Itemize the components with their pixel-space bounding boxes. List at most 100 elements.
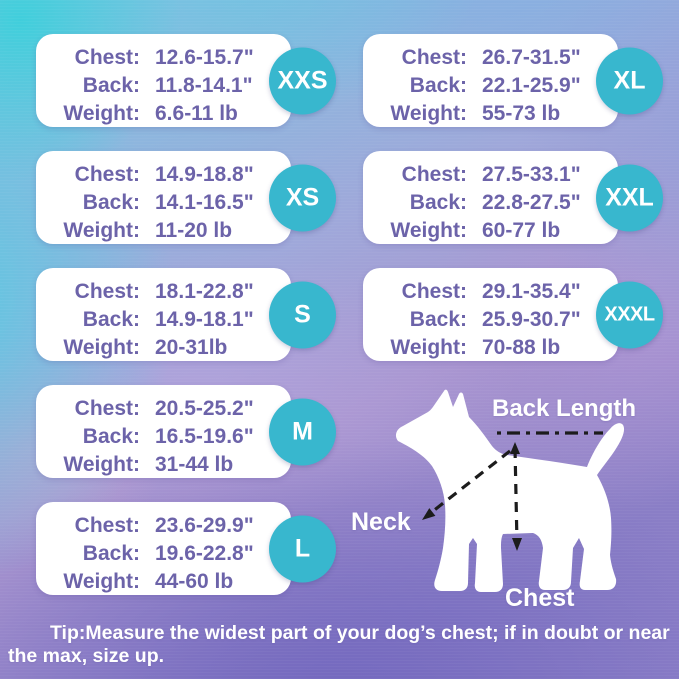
- back-label: Back:: [409, 191, 467, 214]
- dog-measurement-diagram: [340, 385, 679, 615]
- back-label: Back:: [82, 542, 140, 565]
- size-badge-xxs: XXS: [269, 47, 336, 114]
- chest-value: 14.9-18.8": [155, 163, 254, 186]
- back-label: Back:: [82, 425, 140, 448]
- spec-row: Chest: 23.6-29.9": [36, 512, 291, 540]
- chest-value: 26.7-31.5": [482, 46, 581, 69]
- back-label: Back:: [409, 74, 467, 97]
- size-card-s: Chest: 18.1-22.8" Back: 14.9-18.1" Weight:…: [36, 268, 336, 362]
- spec-rows: Chest: 23.6-29.9" Back: 19.6-22.8" Weight:…: [36, 502, 291, 596]
- weight-label: Weight:: [390, 336, 467, 359]
- back-value: 14.9-18.1": [155, 308, 254, 331]
- back-label: Back:: [82, 308, 140, 331]
- neck-arrowhead: [422, 508, 436, 520]
- size-card-xxs: Chest: 12.6-15.7" Back: 11.8-14.1" Weight:…: [36, 34, 336, 128]
- spec-rows: Chest: 27.5-33.1" Back: 22.8-27.5" Weight:…: [363, 151, 618, 245]
- spec-row: Chest: 18.1-22.8": [36, 278, 291, 306]
- back-value: 19.6-22.8": [155, 542, 254, 565]
- tip-line-2: the max, size up.: [8, 644, 165, 667]
- weight-label: Weight:: [63, 570, 140, 593]
- chest-label: Chest:: [74, 280, 140, 303]
- spec-row: Weight: 20-31lb: [36, 334, 291, 362]
- size-card-l: Chest: 23.6-29.9" Back: 19.6-22.8" Weight:…: [36, 502, 336, 596]
- spec-row: Back: 16.5-19.6": [36, 423, 291, 451]
- dog-silhouette: [395, 389, 625, 592]
- weight-value: 11-20 lb: [155, 219, 233, 242]
- spec-row: Weight: 60-77 lb: [363, 217, 618, 245]
- spec-row: Back: 14.9-18.1": [36, 306, 291, 334]
- size-badge-xs: XS: [269, 164, 336, 231]
- spec-row: Back: 14.1-16.5": [36, 189, 291, 217]
- back-label: Back:: [82, 191, 140, 214]
- spec-rows: Chest: 20.5-25.2" Back: 16.5-19.6" Weight:…: [36, 385, 291, 479]
- spec-rows: Chest: 26.7-31.5" Back: 22.1-25.9" Weight:…: [363, 34, 618, 128]
- weight-label: Weight:: [63, 453, 140, 476]
- spec-rows: Chest: 29.1-35.4" Back: 25.9-30.7" Weight:…: [363, 268, 618, 362]
- back-value: 22.1-25.9": [482, 74, 581, 97]
- spec-row: Weight: 55-73 lb: [363, 100, 618, 128]
- back-label: Back:: [409, 308, 467, 331]
- size-badge-xxxl: XXXL: [596, 281, 663, 348]
- weight-value: 31-44 lb: [155, 453, 234, 476]
- size-card-m: Chest: 20.5-25.2" Back: 16.5-19.6" Weight:…: [36, 385, 336, 479]
- weight-value: 70-88 lb: [482, 336, 561, 359]
- chest-arrowhead-up: [510, 442, 520, 454]
- spec-row: Weight: 6.6-11 lb: [36, 100, 291, 128]
- spec-row: Chest: 14.9-18.8": [36, 161, 291, 189]
- spec-row: Back: 22.8-27.5": [363, 189, 618, 217]
- size-card-xxxl: Chest: 29.1-35.4" Back: 25.9-30.7" Weight:…: [363, 268, 663, 362]
- back-label: Back:: [82, 74, 140, 97]
- dog-silhouette-graphic: [395, 389, 625, 592]
- chest-label: Chest:: [74, 163, 140, 186]
- chest-value: 29.1-35.4": [482, 280, 581, 303]
- back-value: 16.5-19.6": [155, 425, 254, 448]
- weight-label: Weight:: [390, 219, 467, 242]
- chest-value: 20.5-25.2": [155, 397, 254, 420]
- spec-rows: Chest: 12.6-15.7" Back: 11.8-14.1" Weight:…: [36, 34, 291, 128]
- weight-label: Weight:: [390, 102, 467, 125]
- weight-value: 44-60 lb: [155, 570, 234, 593]
- weight-value: 20-31lb: [155, 336, 228, 359]
- tip-line-1: Tip:Measure the widest part of your dog’…: [50, 622, 670, 644]
- spec-row: Back: 22.1-25.9": [363, 72, 618, 100]
- neck-line: [427, 449, 511, 517]
- spec-row: Back: 25.9-30.7": [363, 306, 618, 334]
- spec-rows: Chest: 18.1-22.8" Back: 14.9-18.1" Weight:…: [36, 268, 291, 362]
- chest-label: Chest:: [401, 46, 467, 69]
- back-length-annotation: Back Length: [492, 395, 637, 422]
- spec-row: Chest: 20.5-25.2": [36, 395, 291, 423]
- spec-row: Weight: 44-60 lb: [36, 568, 291, 596]
- size-badge-m: M: [269, 398, 336, 465]
- size-badge-xl: XL: [596, 47, 663, 114]
- size-card-xs: Chest: 14.9-18.8" Back: 14.1-16.5" Weight:…: [36, 151, 336, 245]
- weight-label: Weight:: [63, 336, 140, 359]
- back-value: 11.8-14.1": [155, 74, 253, 97]
- spec-row: Chest: 12.6-15.7": [36, 44, 291, 72]
- chest-value: 23.6-29.9": [155, 514, 254, 537]
- size-badge-xxl: XXL: [596, 164, 663, 231]
- spec-row: Back: 19.6-22.8": [36, 540, 291, 568]
- chest-label: Chest:: [74, 46, 140, 69]
- weight-value: 60-77 lb: [482, 219, 561, 242]
- chest-label: Chest:: [401, 163, 467, 186]
- chest-value: 12.6-15.7": [155, 46, 254, 69]
- size-card-xxl: Chest: 27.5-33.1" Back: 22.8-27.5" Weight:…: [363, 151, 663, 245]
- chest-value: 27.5-33.1": [482, 163, 581, 186]
- chest-label: Chest:: [74, 397, 140, 420]
- chest-line: [513, 447, 519, 544]
- chest-label: Chest:: [74, 514, 140, 537]
- spec-row: Chest: 27.5-33.1": [363, 161, 618, 189]
- weight-label: Weight:: [63, 219, 140, 242]
- back-value: 22.8-27.5": [482, 191, 581, 214]
- neck-annotation: Neck: [351, 508, 411, 536]
- chest-value: 18.1-22.8": [155, 280, 254, 303]
- spec-rows: Chest: 14.9-18.8" Back: 14.1-16.5" Weight:…: [36, 151, 291, 245]
- spec-row: Chest: 29.1-35.4": [363, 278, 618, 306]
- spec-row: Chest: 26.7-31.5": [363, 44, 618, 72]
- back-value: 25.9-30.7": [482, 308, 581, 331]
- weight-label: Weight:: [63, 102, 140, 125]
- weight-value: 6.6-11 lb: [155, 102, 238, 125]
- spec-row: Back: 11.8-14.1": [36, 72, 291, 100]
- spec-row: Weight: 31-44 lb: [36, 451, 291, 479]
- weight-value: 55-73 lb: [482, 102, 561, 125]
